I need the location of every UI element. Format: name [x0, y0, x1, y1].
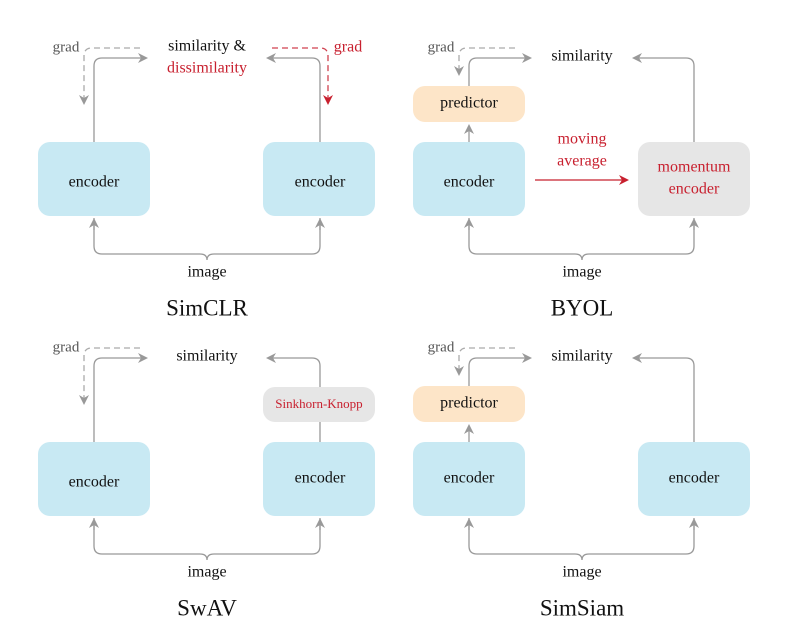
title-simsiam: SimSiam: [540, 595, 624, 620]
panel-byol: encoder momentum encoder predictor simil…: [413, 39, 750, 320]
encoder-left-box: [38, 142, 150, 216]
grad-left-label: grad: [53, 39, 80, 55]
encoder-box: [413, 142, 525, 216]
predictor-to-similarity-arrow: [468, 53, 532, 86]
arrow-right-up: [266, 53, 321, 142]
arrow-right-up: [268, 358, 321, 442]
encoder-label: encoder: [444, 174, 495, 191]
grad-arrow: [454, 47, 515, 76]
encoder-right-box: [263, 142, 375, 216]
panel-swav: encoder encoder Sinkhorn-Knopp similarit…: [38, 339, 375, 620]
image-label: image: [187, 264, 226, 281]
similarity-label: similarity: [551, 348, 612, 365]
similarity-label: similarity: [176, 348, 237, 365]
encoder-right-box: [638, 442, 750, 516]
similarity-label: similarity &: [168, 38, 246, 55]
title-byol: BYOL: [551, 295, 614, 320]
encoder-right-label: encoder: [295, 174, 346, 191]
encoder-to-similarity-arrow: [632, 353, 695, 442]
encoder-left-label: encoder: [69, 174, 120, 191]
predictor-box: [413, 386, 525, 422]
momentum-encoder-box: [638, 142, 750, 216]
encoder-left-box: [38, 442, 150, 516]
input-brace: [93, 518, 321, 561]
sinkhorn-knopp-box: [263, 387, 375, 422]
similarity-label: similarity: [551, 48, 612, 65]
grad-right-label: grad: [334, 39, 362, 56]
encoder-right-box: [263, 442, 375, 516]
arrow-left-up: [93, 353, 148, 442]
predictor-box: [413, 86, 525, 122]
predictor-label: predictor: [440, 395, 498, 412]
grad-right-arrow: [272, 47, 333, 105]
momentum-to-similarity-arrow: [632, 53, 695, 142]
moving-average-label-2: average: [557, 153, 607, 170]
title-swav: SwAV: [177, 595, 237, 620]
encoder-left-label: encoder: [444, 470, 495, 487]
dissimilarity-label: dissimilarity: [167, 60, 247, 77]
sinkhorn-knopp-label: Sinkhorn-Knopp: [275, 396, 362, 411]
image-label: image: [187, 564, 226, 581]
encoder-right-label: encoder: [295, 470, 346, 487]
image-label: image: [562, 564, 601, 581]
encoder-right-label: encoder: [669, 470, 720, 487]
grad-label: grad: [428, 339, 455, 355]
grad-arrow: [454, 347, 515, 376]
momentum-label-1: momentum: [658, 159, 731, 176]
input-brace: [93, 218, 321, 261]
input-brace: [468, 518, 695, 561]
grad-arrow: [79, 347, 140, 405]
moving-average-label-1: moving: [558, 131, 607, 148]
input-brace: [468, 218, 695, 261]
momentum-label-2: encoder: [669, 181, 720, 198]
grad-label: grad: [53, 339, 80, 355]
panel-simclr: encoder encoder similarity & dissimilari…: [38, 38, 375, 320]
encoder-left-box: [413, 442, 525, 516]
grad-left-arrow: [79, 47, 140, 105]
image-label: image: [562, 264, 601, 281]
grad-label: grad: [428, 39, 455, 55]
title-simclr: SimCLR: [166, 295, 248, 320]
predictor-to-similarity-arrow: [468, 353, 532, 386]
arrow-left-up: [93, 53, 148, 142]
encoder-left-label: encoder: [69, 474, 120, 491]
predictor-label: predictor: [440, 95, 498, 112]
panel-simsiam: encoder encoder predictor similarity gra…: [413, 339, 750, 620]
